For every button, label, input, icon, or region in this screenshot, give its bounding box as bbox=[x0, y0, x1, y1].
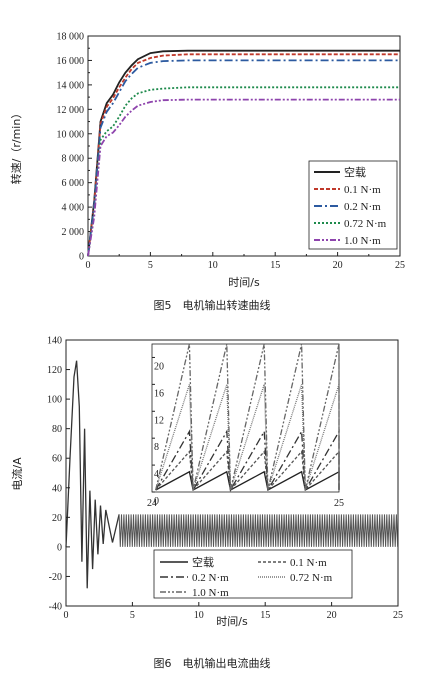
current-y-tick-label: 60 bbox=[52, 454, 62, 465]
speed-y-tick-label: 10 000 bbox=[57, 129, 85, 140]
speed-x-tick-label: 25 bbox=[395, 260, 405, 271]
current-y-tick-label: -40 bbox=[49, 602, 62, 613]
current-inset-chart: 0 4 8 12 16 20 24 25 bbox=[147, 343, 344, 509]
current-transient-line bbox=[65, 360, 120, 589]
inset-y-tick-label: 8 bbox=[154, 442, 159, 453]
current-legend-label: 0.2 N·m bbox=[192, 572, 229, 584]
current-y-tick-label: 120 bbox=[47, 365, 62, 376]
current-x-axis-label: 时间/s bbox=[216, 615, 248, 628]
current-y-tick-label: -20 bbox=[49, 572, 62, 583]
speed-legend-label: 1.0 N·m bbox=[344, 235, 381, 247]
speed-y-tick-label: 18 000 bbox=[57, 32, 85, 43]
speed-x-axis-label: 时间/s bbox=[228, 276, 260, 289]
inset-y-tick-label: 12 bbox=[154, 415, 164, 426]
current-legend-box bbox=[153, 549, 353, 599]
speed-legend-label: 0.72 N·m bbox=[344, 218, 387, 230]
inset-x-tick-label: 25 bbox=[334, 498, 344, 509]
current-y-axis-label: 电流/A bbox=[10, 457, 24, 491]
speed-x-tick-label: 10 bbox=[208, 260, 218, 271]
current-x-tick-label: 20 bbox=[327, 610, 337, 621]
speed-series-line bbox=[87, 86, 400, 257]
current-x-tick-label: 10 bbox=[194, 610, 204, 621]
current-y-tick-label: 0 bbox=[57, 542, 62, 553]
speed-series-line bbox=[87, 98, 400, 257]
current-plot-area bbox=[65, 360, 399, 589]
inset-y-tick-label: 4 bbox=[154, 469, 159, 480]
current-legend-label: 0.1 N·m bbox=[290, 557, 327, 569]
speed-legend-label: 空载 bbox=[344, 165, 366, 179]
current-y-tick-label: 140 bbox=[47, 336, 62, 347]
inset-x-ticks: 24 25 bbox=[147, 498, 344, 509]
speed-series-line bbox=[87, 53, 400, 257]
speed-series-line bbox=[87, 59, 400, 257]
speed-legend: 空载 0.1 N·m 0.2 N·m 0.72 N·m 1.0 N·m bbox=[308, 160, 398, 250]
speed-x-tick-label: 20 bbox=[333, 260, 343, 271]
speed-y-tick-label: 0 bbox=[79, 252, 84, 263]
current-x-tick-label: 15 bbox=[260, 610, 270, 621]
speed-x-tick-label: 5 bbox=[148, 260, 153, 271]
current-legend: 空载 0.1 N·m 0.2 N·m 0.72 N·m 1.0 N·m bbox=[153, 549, 353, 599]
current-legend-label: 1.0 N·m bbox=[192, 587, 229, 599]
speed-legend-label: 0.2 N·m bbox=[344, 201, 381, 213]
inset-series-line bbox=[155, 343, 340, 491]
speed-y-ticks: 0 2 000 4 000 6 000 8 000 10 000 12 000 14 000 1… bbox=[57, 32, 92, 263]
speed-figure-caption: 图5 电机输出转速曲线 bbox=[154, 298, 271, 312]
current-y-tick-label: 100 bbox=[47, 395, 62, 406]
speed-y-tick-label: 8 000 bbox=[62, 154, 85, 165]
inset-y-tick-label: 20 bbox=[154, 361, 164, 372]
current-y-ticks: -40 -20 0 20 40 60 80 100 120 140 bbox=[47, 336, 70, 613]
speed-y-tick-label: 12 000 bbox=[57, 105, 85, 116]
speed-chart: 0 2 000 4 000 6 000 8 000 10 000 12 000 14 000 1… bbox=[9, 32, 405, 313]
inset-x-tick-label: 24 bbox=[147, 498, 157, 509]
current-plot-frame bbox=[65, 339, 399, 607]
speed-y-tick-label: 2 000 bbox=[62, 227, 85, 238]
current-legend-label: 空载 bbox=[192, 555, 214, 569]
speed-series-lines bbox=[87, 49, 400, 257]
current-legend-label: 0.72 N·m bbox=[290, 572, 333, 584]
speed-x-tick-label: 15 bbox=[270, 260, 280, 271]
current-y-tick-label: 20 bbox=[52, 513, 62, 524]
speed-y-axis-label: 转速/（r/min） bbox=[9, 108, 23, 185]
speed-y-tick-label: 6 000 bbox=[62, 178, 85, 189]
speed-legend-box bbox=[308, 160, 398, 250]
speed-y-tick-label: 14 000 bbox=[57, 80, 85, 91]
current-x-tick-label: 5 bbox=[130, 610, 135, 621]
current-x-tick-label: 0 bbox=[64, 610, 69, 621]
speed-x-ticks: 0 5 10 15 20 25 bbox=[86, 252, 405, 271]
speed-y-tick-label: 4 000 bbox=[62, 203, 85, 214]
current-y-tick-label: 40 bbox=[52, 483, 62, 494]
inset-y-ticks: 0 4 8 12 16 20 bbox=[152, 356, 164, 507]
speed-x-tick-label: 0 bbox=[86, 260, 91, 271]
inset-y-tick-label: 0 bbox=[154, 496, 159, 507]
inset-series-lines bbox=[155, 343, 340, 493]
current-x-tick-label: 25 bbox=[393, 610, 403, 621]
current-figure-caption: 图6 电机输出电流曲线 bbox=[154, 656, 271, 670]
inset-y-tick-label: 16 bbox=[154, 388, 164, 399]
speed-legend-label: 0.1 N·m bbox=[344, 184, 381, 196]
speed-y-tick-label: 16 000 bbox=[57, 56, 85, 67]
current-y-tick-label: 80 bbox=[52, 424, 62, 435]
current-x-ticks: 0 5 10 15 20 25 bbox=[64, 602, 403, 621]
current-oscillation-band bbox=[118, 514, 399, 547]
